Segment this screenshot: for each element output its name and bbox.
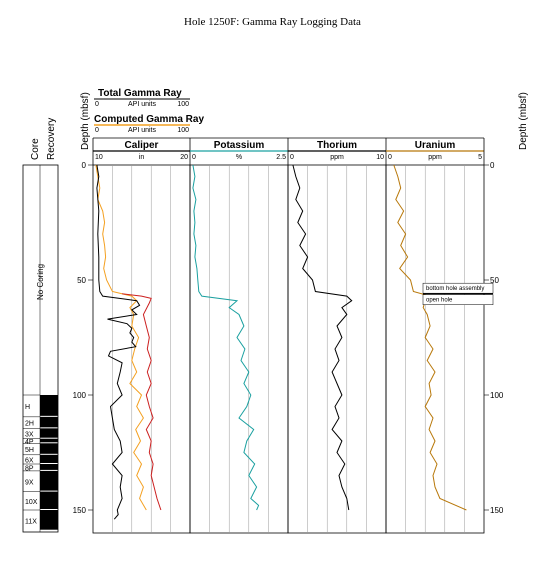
core-block [40,464,58,470]
core-label: 4P [25,439,34,446]
core-block [40,416,58,428]
core-block [40,510,58,530]
computed-gamma-max: 100 [177,127,189,134]
core-block [40,454,58,463]
depth-tick-left: 50 [77,276,86,285]
track-frame-uranium [385,164,485,534]
core-label: 3X [25,432,34,439]
track-title-thorium: Thorium [317,140,357,151]
curves [95,164,467,520]
track-title-caliper: Caliper [125,140,159,151]
core-label: Core [30,138,41,160]
computed-gamma-units: API units [128,127,157,134]
core-label: 9X [25,479,34,486]
track-frame-thorium [287,164,387,534]
track-frame-caliper [92,164,191,534]
track-min-potassium: 0 [192,154,196,161]
depth-label-right: Depth (mbsf) [518,92,529,150]
track-title-uranium: Uranium [415,140,456,151]
recovery-label: Recovery [46,118,57,160]
total-gamma-curve [96,164,141,520]
depth-label-left: Depth (mbsf) [80,92,91,150]
core-block [40,438,58,443]
core-block [40,443,58,454]
chart-title: Hole 1250F: Gamma Ray Logging Data [184,16,361,28]
total-gamma-min: 0 [95,101,99,108]
computed-gamma-label: Computed Gamma Ray [94,114,204,125]
depth-tick-right: 150 [490,506,504,515]
total-gamma-label: Total Gamma Ray [98,88,182,99]
track-max-potassium: 2.5 [276,154,286,161]
track-units-potassium: % [236,154,242,161]
track-frame-potassium [189,164,289,534]
core-label: 8P [25,465,34,472]
core-column-frame [22,164,59,533]
track-units-uranium: ppm [428,154,442,161]
track-max-thorium: 10 [376,154,384,161]
caliper-curve [122,293,162,511]
track-min-caliper: 10 [95,154,103,161]
annotations-group: bottom hole assembly open hole [422,282,494,305]
depth-ticks: 0 0 50 50 100 100 150 150 [73,161,504,515]
core-block [40,428,58,438]
tracks-group: Caliper 10 in 20 Potassium 0% 2.5 Thorium 0 ppm 10… [92,137,485,534]
annotation-box [422,282,494,294]
core-label: 11X [25,518,37,525]
core-block [40,470,58,491]
core-block [40,491,58,509]
core-label: 2H [25,421,34,428]
computed-gamma-min: 0 [95,127,99,134]
core-label: 10X [25,499,38,506]
potassium-curve [192,164,260,511]
depth-tick-left: 100 [73,391,87,400]
track-min-uranium: 0 [388,154,392,161]
core-label: H [25,404,30,411]
total-gamma-max: 100 [177,101,189,108]
track-max-uranium: 5 [478,154,482,161]
annotation-text: open hole [426,298,453,304]
track-max-caliper: 20 [180,154,188,161]
track-units-caliper: in [139,154,145,161]
depth-tick-right: 0 [490,161,495,170]
annotation-text: bottom hole assembly [426,286,484,292]
depth-tick-right: 100 [490,391,504,400]
no-coring-label: No Coring [36,264,45,300]
depth-tick-right: 50 [490,276,499,285]
thorium-curve [292,164,353,511]
total-gamma-legend: Total Gamma Ray 0 API units 100 [94,88,190,108]
track-units-thorium: ppm [330,154,344,161]
total-gamma-units: API units [128,101,157,108]
depth-tick-left: 150 [73,506,87,515]
core-label: 6X [25,457,34,464]
depth-tick-left: 0 [82,161,87,170]
track-min-thorium: 0 [290,154,294,161]
computed-gamma-curve [95,164,147,511]
track-title-potassium: Potassium [214,140,265,151]
core-block [40,395,58,416]
computed-gamma-legend: Computed Gamma Ray 0 API units 100 [94,114,204,134]
uranium-curve [393,164,467,511]
core-label: 5H [25,447,34,454]
annotation-box [422,294,494,305]
